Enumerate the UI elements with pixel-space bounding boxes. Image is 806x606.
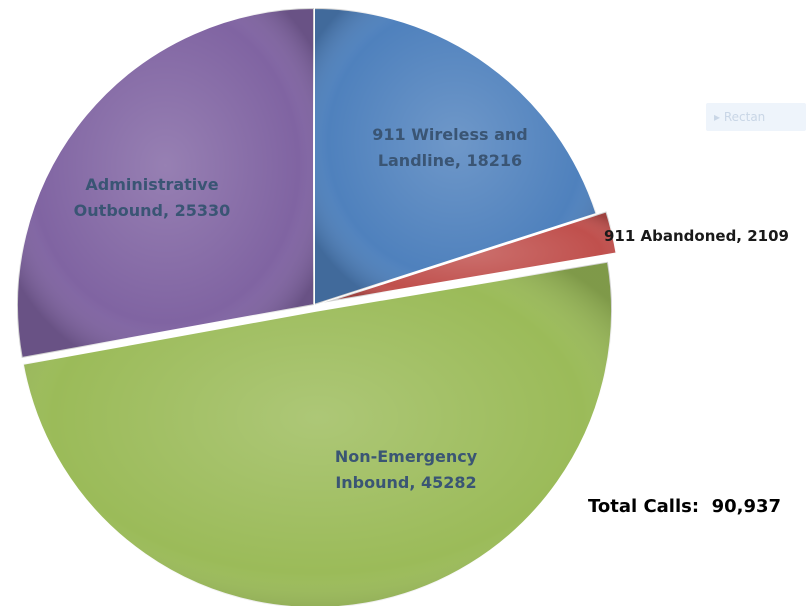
pie-slices [16, 6, 618, 606]
pie-slice-shading [323, 211, 617, 303]
pie-slice-shading [314, 8, 597, 305]
data-label-administrative-outbound: Administrative Outbound, 25330 [74, 175, 231, 220]
total-calls-label: Total Calls: 90,937 [588, 496, 782, 517]
pie-slice-shading [16, 8, 314, 358]
data-label-911-abandoned: 911 Abandoned, 2109 [604, 227, 789, 245]
data-label-911-wireless-and-landline: 911 Wireless and Landline, 18216 [372, 125, 527, 170]
pie-labels: 911 Wireless and Landline, 18216 911 Aband… [74, 125, 789, 492]
data-label-non-emergency-inbound: Non-Emergency Inbound, 45282 [335, 447, 478, 492]
pie-slice-shading [22, 261, 612, 606]
rectangle-control[interactable]: ▸ Rectan [706, 103, 806, 131]
